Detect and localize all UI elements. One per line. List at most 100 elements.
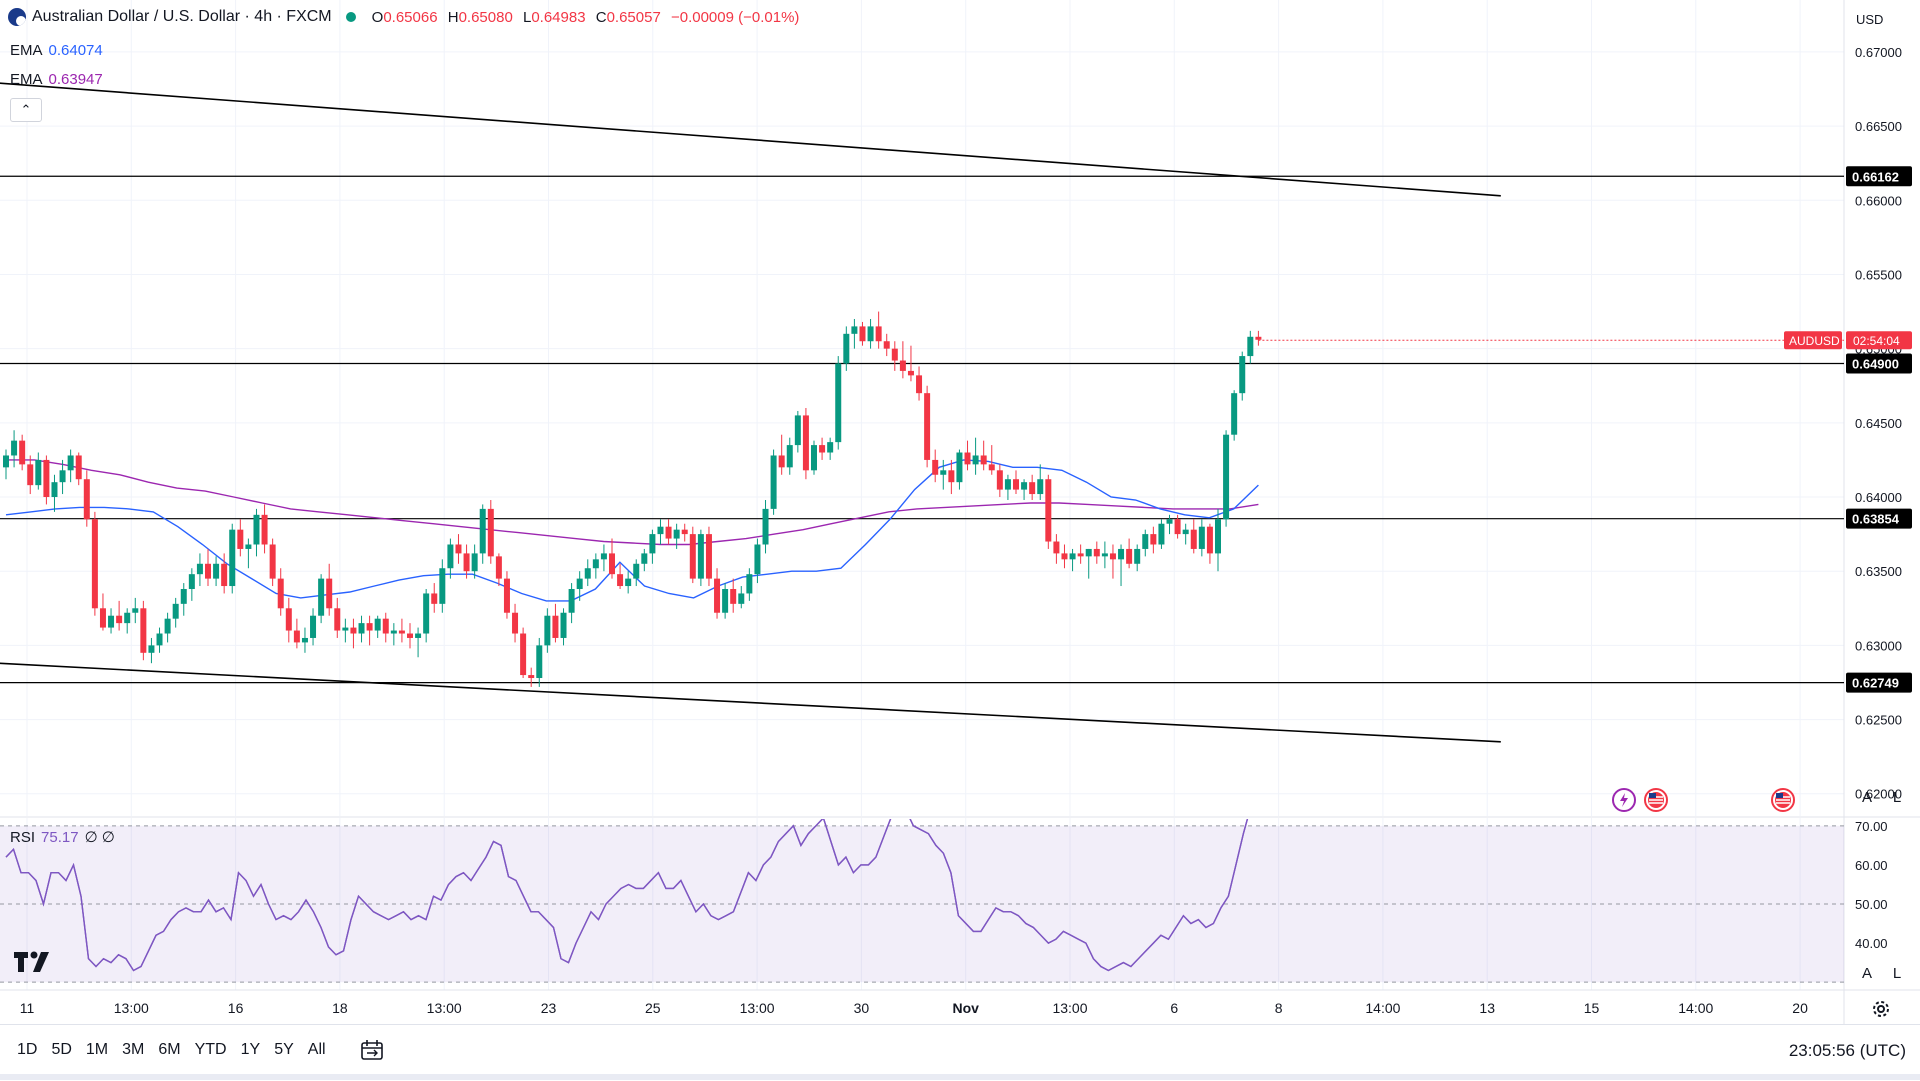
candle-bearish [988,445,995,475]
candle-body [770,455,777,509]
candle-body [746,574,753,594]
candle-body [1142,534,1149,549]
candle-bearish [778,434,785,475]
candle-body [1029,482,1036,495]
time-tick-label: 23 [541,1000,557,1016]
candle-bullish [164,612,171,643]
candle-body [503,578,510,613]
candle-bullish [641,548,648,572]
candle-bullish [213,556,220,587]
currency-selector[interactable]: USD [1856,12,1884,27]
countdown-tag [1846,331,1912,350]
candle-bullish [342,618,349,643]
candle-bearish [528,667,535,687]
candle-body [334,608,341,631]
candle-bullish [479,504,486,564]
price-tick-label: 0.64000 [1855,490,1902,505]
candle-body [1247,336,1254,357]
candle-bullish [188,568,195,601]
utc-clock[interactable]: 23:05:56 (UTC) [1788,1041,1906,1060]
market-status-dot-icon [345,12,356,22]
chart-canvas[interactable]: 0.670000.665000.660000.655000.650000.645… [0,0,1920,1024]
candle-body [633,563,640,579]
candle-body [285,608,292,631]
candle-body [1013,479,1019,490]
lightning-event-icon[interactable] [1611,787,1637,813]
gear-icon[interactable] [1870,998,1892,1020]
calendar-range-icon[interactable] [360,1039,384,1061]
range-button-6m[interactable]: 6M [158,1041,181,1058]
candle-body [1174,519,1181,535]
candle-body [576,578,583,590]
candle-body [342,627,349,631]
candle-body [495,556,502,579]
candle-body [358,623,365,634]
candle-body [907,370,914,376]
candle-bullish [843,326,850,371]
candle-body [172,603,179,619]
candle-body [1134,548,1141,564]
candle-body [237,529,244,549]
ema-slow-legend[interactable]: EMA 0.63947 [10,71,103,88]
ema-fast-line [5,459,1259,602]
candle-bearish [27,455,34,495]
candle-body [1126,548,1133,564]
price-change: −0.00009 (−0.01%) [670,8,800,26]
candle-bullish [1166,514,1173,535]
log-scale-button[interactable]: L [1892,788,1902,806]
time-tick-label: 13:00 [427,1000,462,1016]
tradingview-logo-icon[interactable] [14,950,54,974]
candle-bearish [19,434,26,471]
candle-bullish [318,574,325,624]
candle-body [116,615,123,624]
candle-body [11,440,18,456]
range-button-5y[interactable]: 5Y [274,1041,294,1058]
range-button-ytd[interactable]: YTD [194,1041,227,1058]
candle-bullish [576,571,583,601]
candle-body [875,326,882,342]
range-button-all[interactable]: All [307,1041,326,1058]
candle-bearish [819,437,826,460]
rsi-auto-scale-button[interactable]: A [1861,964,1872,982]
range-button-1y[interactable]: 1Y [240,1041,261,1058]
candle-bullish [67,449,74,483]
candle-body [528,675,535,679]
candle-body [1077,553,1084,557]
level-price-label: 0.66162 [1852,169,1899,184]
candle-bearish [617,563,624,590]
range-button-1d[interactable]: 1D [17,1041,38,1058]
range-button-3m[interactable]: 3M [122,1041,145,1058]
candle-body [439,568,446,604]
time-tick-label: 25 [645,1000,661,1016]
candle-body [552,615,559,638]
candle-bullish [754,538,761,584]
candle-bullish [867,318,874,349]
candle-body [835,363,842,443]
candle-bearish [665,519,672,545]
ema-fast-legend[interactable]: EMA 0.64074 [10,42,103,59]
us-event-flag-icon[interactable] [1770,787,1796,813]
candle-bearish [932,449,939,483]
candle-body [649,534,656,554]
candle-body [940,470,947,475]
candle-bullish [132,597,139,624]
candle-bullish [1198,519,1205,557]
us-event-flag-icon[interactable] [1643,787,1669,813]
candle-bullish [439,559,446,613]
auto-scale-button[interactable]: A [1861,788,1872,806]
collapse-legend-button[interactable]: ⌃ [10,98,42,122]
rsi-log-scale-button[interactable]: L [1892,964,1902,982]
range-button-1m[interactable]: 1M [85,1041,109,1058]
candle-body [560,612,567,638]
candle-bearish [964,440,971,471]
candle-bullish [390,623,397,646]
candle-bearish [487,499,494,564]
level-price-tag [1846,166,1912,187]
candle-bearish [350,618,357,649]
rsi-legend[interactable]: RSI 75.17 ∅ ∅ [10,829,115,846]
level-price-label: 0.63854 [1852,512,1900,527]
range-button-5d[interactable]: 5D [51,1041,72,1058]
symbol-title[interactable]: Australian Dollar / U.S. Dollar · 4h · F… [32,8,332,25]
candle-body [536,645,543,679]
candle-body [213,563,220,579]
